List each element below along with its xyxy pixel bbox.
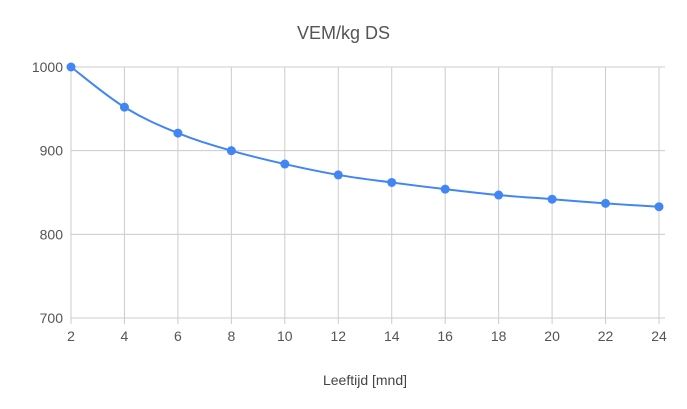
data-point-x14[interactable]: [387, 177, 397, 187]
x-tick-label-24: 24: [651, 328, 667, 344]
data-point-x8[interactable]: [226, 146, 236, 156]
data-point-x10[interactable]: [280, 159, 290, 169]
data-series: [66, 62, 664, 212]
x-tick-label-18: 18: [491, 328, 507, 344]
x-tick-label-10: 10: [277, 328, 293, 344]
y-axis-tick-labels: 700 800 900 1000: [32, 59, 63, 326]
x-tick-label-8: 8: [227, 328, 235, 344]
data-point-x12[interactable]: [333, 170, 343, 180]
x-tick-label-16: 16: [437, 328, 453, 344]
data-point-x4[interactable]: [119, 102, 129, 112]
data-point-x24[interactable]: [654, 202, 664, 212]
x-tick-label-14: 14: [384, 328, 400, 344]
x-axis-tick-labels: 2 4 6 8 10 12 14 16 18 20 22 24: [67, 328, 667, 344]
grid-lines: [70, 66, 665, 324]
data-point-x2[interactable]: [66, 62, 76, 72]
y-tick-label-700: 700: [40, 310, 64, 326]
x-tick-label-20: 20: [544, 328, 560, 344]
x-tick-label-22: 22: [598, 328, 614, 344]
series-line-0: [70, 66, 660, 208]
y-tick-label-900: 900: [40, 143, 64, 159]
x-tick-label-12: 12: [330, 328, 346, 344]
data-point-x22[interactable]: [601, 198, 611, 208]
x-tick-label-2: 2: [67, 328, 75, 344]
y-tick-label-1000: 1000: [32, 59, 63, 75]
data-point-x16[interactable]: [440, 184, 450, 194]
data-point-x20[interactable]: [547, 194, 557, 204]
data-point-x6[interactable]: [173, 128, 183, 138]
chart-title: VEM/kg DS: [297, 23, 390, 43]
x-tick-label-6: 6: [174, 328, 182, 344]
data-point-x18[interactable]: [494, 190, 504, 200]
y-tick-label-800: 800: [40, 226, 64, 242]
x-axis-label: Leeftijd [mnd]: [323, 372, 407, 388]
x-tick-label-4: 4: [121, 328, 129, 344]
